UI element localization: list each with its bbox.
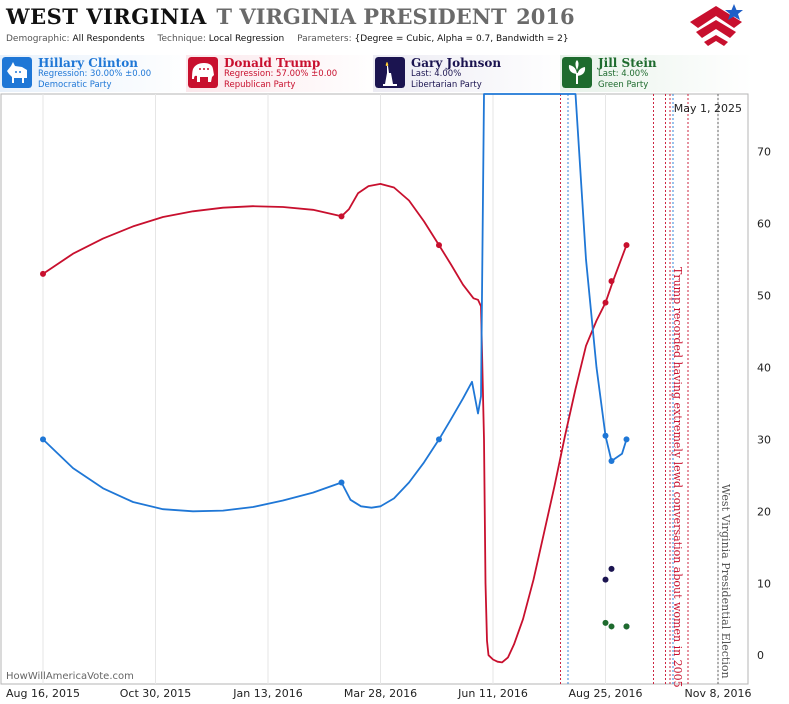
event-lines: Trump recorded having extremely lewd con… bbox=[560, 94, 732, 688]
state-name: WEST VIRGINIA bbox=[6, 4, 207, 29]
title-ghost-text: T VIRGINIA PRESIDENT bbox=[216, 4, 507, 29]
y-tick-label: 10 bbox=[757, 577, 771, 590]
y-axis-ticks: 0 10 20 30 40 50 60 70 bbox=[757, 146, 771, 663]
series-layer bbox=[42, 93, 628, 664]
watermark-text: HowWillAmericaVote.com bbox=[6, 671, 134, 682]
candidate-name: Donald Trump bbox=[224, 56, 321, 70]
data-point bbox=[623, 623, 630, 630]
x-tick-label: Aug 25, 2016 bbox=[569, 687, 643, 700]
data-point bbox=[608, 565, 615, 572]
x-tick-label: Mar 28, 2016 bbox=[344, 687, 417, 700]
legend-item-gary-johnson[interactable]: Gary Johnson Last: 4.00% Libertarian Par… bbox=[373, 55, 566, 92]
data-point bbox=[602, 432, 609, 439]
candidate-party: Republican Party bbox=[224, 80, 296, 90]
elephant-icon bbox=[188, 57, 218, 88]
candidate-name: Gary Johnson bbox=[411, 56, 502, 70]
stars-stripes-logo-icon bbox=[690, 4, 743, 46]
candidate-party: Green Party bbox=[598, 80, 649, 90]
x-tick-label: Jan 13, 2016 bbox=[232, 687, 302, 700]
data-point bbox=[608, 278, 615, 285]
leaf-icon bbox=[562, 57, 592, 88]
y-tick-label: 50 bbox=[757, 289, 771, 302]
candidate-regression: Regression: 30.00% ±0.00 bbox=[38, 69, 152, 79]
vertical-grid bbox=[42, 94, 719, 684]
data-point bbox=[436, 436, 442, 443]
data-point bbox=[40, 270, 46, 277]
series-line bbox=[42, 183, 628, 664]
demographic-value: All Respondents bbox=[72, 34, 145, 44]
event-label: Trump recorded having extremely lewd con… bbox=[671, 267, 684, 688]
parameters-label: Parameters: bbox=[297, 34, 352, 44]
data-point bbox=[623, 436, 630, 443]
chart-header: WEST VIRGINIA T VIRGINIA PRESIDENT 2016 … bbox=[0, 0, 789, 54]
current-date-label: May 1, 2025 bbox=[674, 102, 742, 115]
event-label: West Virginia Presidential Election bbox=[719, 484, 732, 679]
candidate-name: Hillary Clinton bbox=[38, 56, 138, 70]
candidate-party: Libertarian Party bbox=[411, 80, 482, 90]
data-point bbox=[608, 623, 615, 630]
title-year: 2016 bbox=[516, 4, 575, 29]
parameters-value: {Degree = Cubic, Alpha = 0.7, Bandwidth … bbox=[354, 34, 569, 44]
candidate-regression: Regression: 57.00% ±0.00 bbox=[224, 69, 338, 79]
x-tick-label: Oct 30, 2015 bbox=[120, 687, 192, 700]
data-point bbox=[40, 436, 46, 443]
series-line bbox=[42, 93, 628, 513]
data-point bbox=[608, 457, 615, 464]
technique-value: Local Regression bbox=[208, 34, 285, 44]
demographic-label: Demographic: bbox=[6, 34, 70, 44]
x-tick-label: Aug 16, 2015 bbox=[6, 687, 80, 700]
data-point bbox=[338, 213, 345, 220]
candidate-party: Democratic Party bbox=[38, 80, 112, 90]
y-tick-label: 60 bbox=[757, 218, 771, 231]
data-point bbox=[436, 242, 442, 249]
technique-label: Technique: bbox=[157, 34, 206, 44]
data-points bbox=[40, 213, 630, 630]
data-point bbox=[623, 242, 630, 249]
x-tick-label: Nov 8, 2016 bbox=[685, 687, 752, 700]
liberty-torch-icon bbox=[375, 57, 405, 88]
y-tick-label: 0 bbox=[757, 649, 764, 662]
x-axis-ticks: Aug 16, 2015 Oct 30, 2015 Jan 13, 2016 Mar … bbox=[6, 687, 751, 700]
donkey-icon bbox=[2, 57, 32, 88]
legend-item-jill-stein[interactable]: Jill Stein Last: 4.00% Green Party bbox=[560, 55, 753, 92]
chart-parameters: Demographic: All Respondents Technique: … bbox=[6, 34, 579, 44]
candidate-last: Last: 4.00% bbox=[598, 69, 649, 79]
y-tick-label: 70 bbox=[757, 146, 771, 159]
y-tick-label: 40 bbox=[757, 361, 771, 374]
plot-frame bbox=[0, 93, 749, 685]
y-tick-label: 20 bbox=[757, 505, 771, 518]
legend-item-donald-trump[interactable]: Donald Trump Regression: 57.00% ±0.00 Re… bbox=[186, 55, 379, 92]
candidate-name: Jill Stein bbox=[598, 56, 657, 70]
legend-item-hillary-clinton[interactable]: Hillary Clinton Regression: 30.00% ±0.00… bbox=[0, 55, 193, 92]
y-tick-label: 30 bbox=[757, 433, 771, 446]
data-point bbox=[338, 479, 345, 486]
chart-title: WEST VIRGINIA T VIRGINIA PRESIDENT 2016 bbox=[6, 4, 575, 29]
data-point bbox=[602, 299, 609, 306]
x-tick-label: Jun 11, 2016 bbox=[457, 687, 528, 700]
data-point bbox=[602, 576, 609, 583]
data-point bbox=[602, 619, 609, 626]
candidate-last: Last: 4.00% bbox=[411, 69, 462, 79]
